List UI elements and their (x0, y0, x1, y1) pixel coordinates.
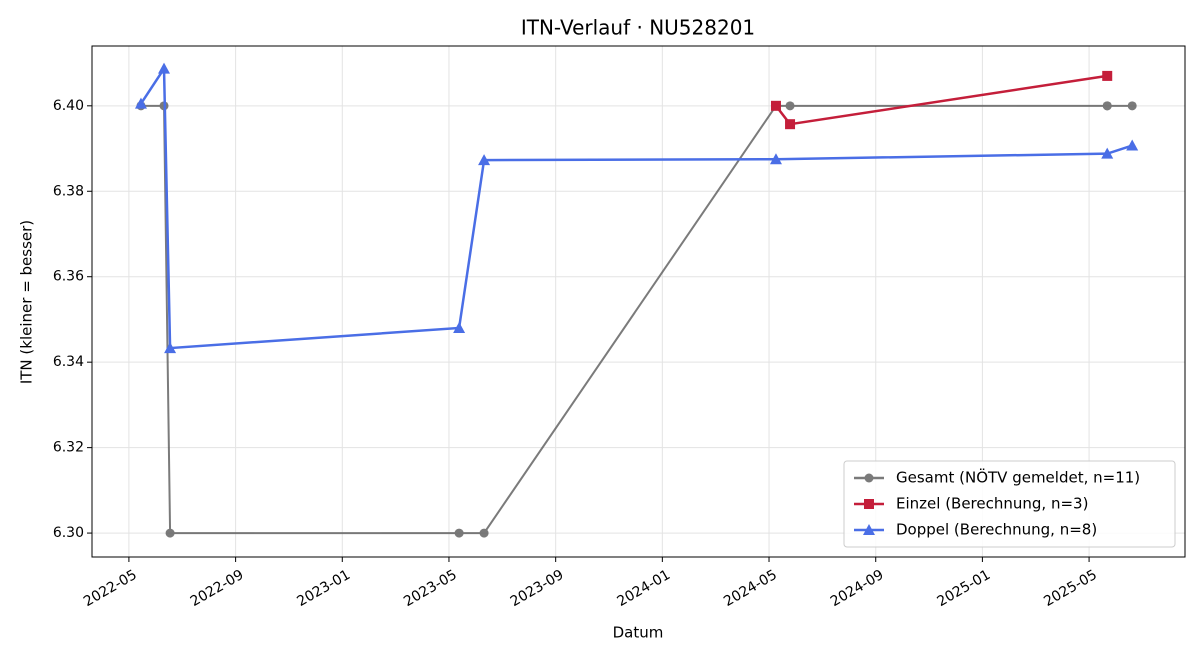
legend-entry (854, 499, 884, 509)
marker (479, 528, 489, 538)
legend-label: Gesamt (NÖTV gemeldet, n=11) (896, 468, 1140, 487)
x-tick-label: 2022-09 (188, 567, 247, 610)
y-tick-label: 6.30 (53, 525, 84, 541)
series (134, 62, 1139, 354)
marker (1101, 147, 1114, 159)
legend-box (843, 460, 1176, 548)
marker (769, 153, 782, 165)
x-tick-label: 2023-09 (508, 567, 567, 610)
marker (478, 154, 491, 166)
marker (1127, 101, 1137, 111)
marker (164, 342, 177, 354)
marker (1102, 70, 1113, 81)
marker (1126, 139, 1139, 151)
legend-label: Einzel (Berechnung, n=3) (896, 495, 1088, 513)
y-tick-label: 6.32 (53, 440, 84, 456)
series (770, 70, 1113, 130)
x-tick-label: 2024-01 (614, 567, 673, 610)
y-tick-label: 6.34 (53, 354, 84, 370)
y-tick-label: 6.40 (53, 98, 84, 114)
legend-entry (854, 473, 884, 483)
line (139, 64, 1133, 350)
marker (864, 499, 874, 509)
x-tick-label: 2025-01 (935, 567, 994, 610)
x-tick-label: 2023-01 (294, 567, 353, 610)
marker (134, 97, 147, 109)
x-tick-label: 2024-05 (721, 567, 780, 610)
legend-label: Doppel (Berechnung, n=8) (896, 521, 1097, 539)
x-tick-label: 2023-05 (401, 567, 460, 610)
x-tick-label: 2022-05 (81, 567, 140, 610)
y-axis-label: ITN (kleiner = besser) (18, 220, 36, 384)
x-tick-label: 2024-09 (828, 567, 887, 610)
marker (785, 119, 796, 130)
legend-entry (854, 524, 884, 535)
marker (165, 528, 175, 538)
marker (770, 100, 781, 111)
y-tick-label: 6.36 (53, 269, 84, 285)
x-tick-label: 2025-05 (1041, 567, 1100, 610)
marker (158, 62, 171, 74)
marker (453, 321, 466, 333)
x-axis-label: Datum (613, 624, 664, 642)
series (136, 101, 1137, 538)
y-tick-label: 6.38 (53, 183, 84, 199)
marker (454, 528, 464, 538)
marker (864, 473, 874, 483)
marker (1102, 101, 1112, 111)
marker (863, 524, 875, 535)
plot-frame (91, 45, 1186, 558)
marker (785, 101, 795, 111)
chart-title: ITN-Verlauf · NU528201 (521, 16, 755, 40)
line (774, 74, 1108, 126)
